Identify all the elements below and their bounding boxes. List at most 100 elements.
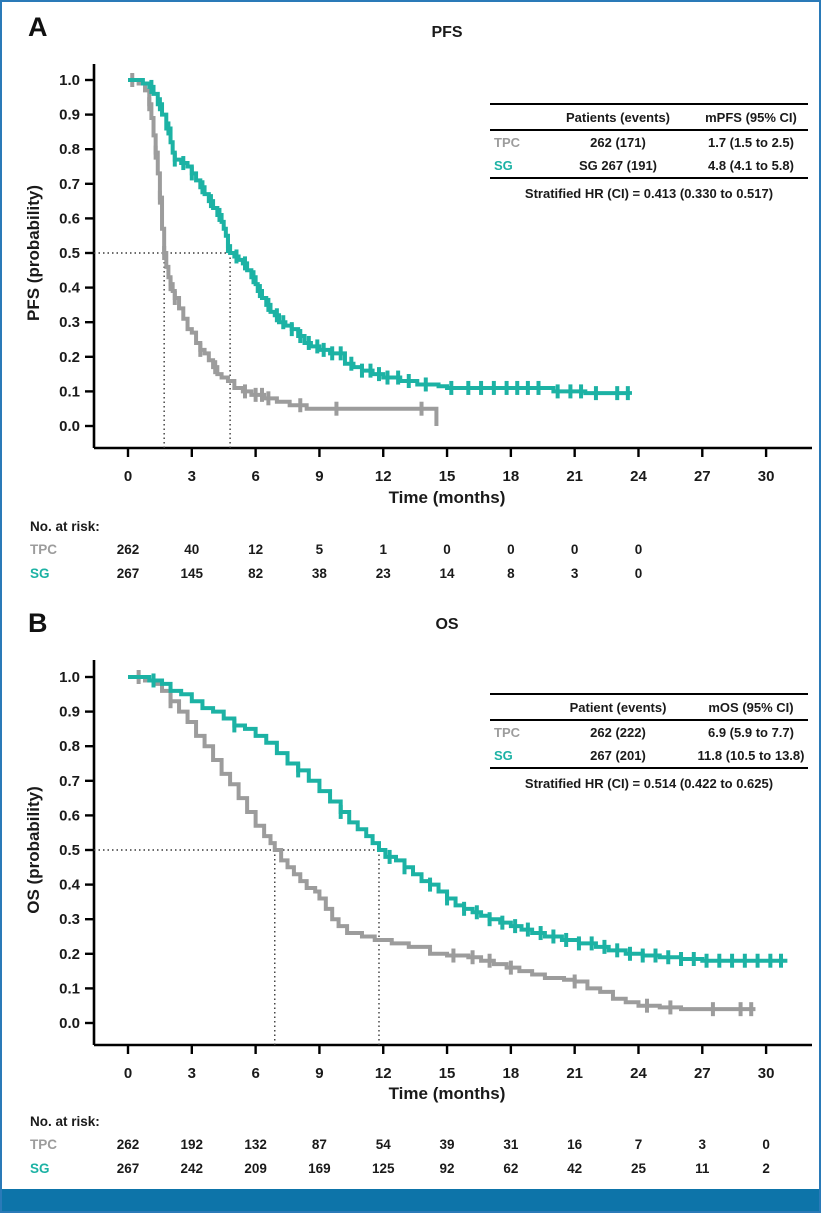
pfs-hr-text: Stratified HR (CI) = 0.413 (0.330 to 0.5…	[524, 186, 774, 201]
risk-count: 0	[443, 542, 451, 557]
bottom-accent-bar	[2, 1189, 819, 1211]
stats-header-median: mOS (95% CI)	[708, 699, 794, 715]
risk-count: 12	[248, 542, 264, 557]
risk-count: 82	[248, 566, 264, 581]
risk-count: 40	[184, 542, 200, 557]
risk-count: 14	[439, 566, 455, 581]
risk-count: 11	[695, 1161, 710, 1176]
x-tick-label: 21	[566, 468, 583, 485]
tpc-censor-marks	[130, 73, 424, 416]
os-x-ticks: 0 3 6 9 12 15 18 21 24 27 30	[124, 1045, 775, 1082]
pfs-axes	[92, 64, 812, 450]
stats-patients-events: 267 (201)	[590, 748, 646, 763]
risk-count: 54	[375, 1137, 391, 1152]
y-tick-label: 0.6	[59, 807, 80, 824]
x-tick-label: 15	[439, 1065, 456, 1082]
os-risk-table: No. at risk: TPC 262 192 132 87 54 39 31 16 7 3 0 SG…	[2, 1114, 819, 1185]
tpc-censor-marks	[136, 670, 754, 1017]
stats-row-label: TPC	[494, 135, 520, 150]
x-tick-label: 27	[694, 468, 711, 485]
risk-count: 0	[634, 542, 643, 557]
risk-count: 16	[567, 1137, 583, 1152]
stats-row-tpc: TPC 262 (171) 1.7 (1.5 to 2.5)	[490, 131, 808, 154]
panel-pfs: 1.0 0.9 0.8 0.7 0.6 0.5 0.4 0.3 0.2 0.1 0.0 0 3 6 9 12 1…	[2, 2, 819, 602]
os-axes	[92, 660, 812, 1047]
y-tick-label: 0.9	[59, 107, 80, 124]
y-tick-label: 0.4	[59, 280, 81, 297]
panel-label-a: A	[28, 12, 48, 42]
pfs-risk-table: No. at risk: TPC 262 40 12 5 1 0 0 0 0 SG 267 145 82 3…	[2, 519, 819, 590]
x-tick-label: 18	[503, 1065, 520, 1082]
risk-count: 38	[311, 566, 327, 581]
risk-row-label: TPC	[30, 542, 57, 557]
os-median-lines	[94, 849, 380, 1045]
risk-count: 267	[116, 566, 140, 581]
x-tick-label: 21	[566, 1065, 583, 1082]
x-tick-label: 30	[758, 468, 775, 485]
pfs-chart-title: PFS	[431, 24, 463, 41]
risk-row-sg: SG 267 242 209 169 125 92 62 42 25 11 2	[2, 1161, 819, 1185]
y-tick-label: 0.0	[59, 418, 80, 435]
y-tick-label: 0.1	[59, 980, 80, 997]
stats-patients-events: SG 267 (191)	[578, 158, 658, 173]
x-tick-label: 24	[630, 468, 647, 485]
pfs-km-plot: 1.0 0.9 0.8 0.7 0.6 0.5 0.4 0.3 0.2 0.1 0.0 0 3 6 9 12 1…	[59, 64, 812, 485]
stats-median-ci: 11.8 (10.5 to 13.8)	[697, 748, 805, 763]
stats-median-ci: 1.7 (1.5 to 2.5)	[708, 135, 794, 150]
x-tick-label: 6	[251, 1065, 259, 1082]
y-tick-label: 0.0	[59, 1015, 80, 1032]
stats-header-median: mPFS (95% CI)	[705, 109, 797, 125]
risk-count: 145	[180, 566, 204, 581]
risk-count: 267	[116, 1161, 140, 1176]
risk-row-label: TPC	[30, 1137, 57, 1152]
stats-row-sg: SG 267 (201) 11.8 (10.5 to 13.8)	[490, 744, 808, 767]
risk-count: 209	[244, 1161, 267, 1176]
stats-header-patients: Patients (events)	[565, 109, 671, 125]
y-tick-label: 1.0	[59, 669, 80, 686]
stats-row-sg: SG SG 267 (191) 4.8 (4.1 to 5.8)	[490, 154, 808, 177]
x-tick-label: 6	[251, 468, 259, 485]
pfs-stats-box: Patients (events) mPFS (95% CI) TPC 262 (…	[490, 103, 808, 201]
risk-count: 132	[244, 1137, 267, 1152]
stats-header-row: Patient (events) mOS (95% CI)	[490, 695, 808, 721]
x-tick-label: 15	[439, 468, 456, 485]
os-hr-text: Stratified HR (CI) = 0.514 (0.422 to 0.6…	[524, 776, 774, 791]
risk-row-label: SG	[30, 1161, 50, 1176]
stats-row-tpc: TPC 262 (222) 6.9 (5.9 to 7.7)	[490, 721, 808, 744]
risk-count: 3	[570, 566, 579, 581]
stats-row-label: SG	[494, 748, 513, 763]
x-tick-label: 3	[188, 468, 196, 485]
y-tick-label: 0.2	[59, 349, 80, 366]
x-tick-label: 9	[315, 1065, 323, 1082]
panel-label-b: B	[28, 608, 48, 638]
y-tick-label: 0.3	[59, 314, 80, 331]
tpc-km-curve	[128, 675, 756, 1012]
x-tick-label: 12	[375, 468, 392, 485]
risk-count: 3	[698, 1137, 707, 1152]
risk-count: 262	[116, 542, 140, 557]
sg-censor-marks	[151, 673, 783, 968]
pfs-median-lines	[94, 252, 231, 448]
risk-count: 5	[315, 542, 324, 557]
x-tick-label: 0	[124, 468, 132, 485]
stats-median-ci: 4.8 (4.1 to 5.8)	[708, 158, 794, 173]
risk-count: 1	[379, 542, 387, 557]
x-tick-label: 12	[375, 1065, 392, 1082]
pfs-stats-table: Patients (events) mPFS (95% CI) TPC 262 (…	[490, 103, 808, 179]
risk-count: 39	[439, 1137, 455, 1152]
y-tick-label: 0.7	[59, 176, 80, 193]
tpc-km-curve	[128, 78, 439, 426]
pfs-y-axis-label: PFS (probability)	[24, 185, 43, 321]
stats-row-label: TPC	[494, 725, 520, 740]
risk-row-sg: SG 267 145 82 38 23 14 8 3 0	[2, 566, 819, 590]
x-tick-label: 18	[503, 468, 520, 485]
risk-table-label: No. at risk:	[30, 1114, 100, 1129]
risk-count: 23	[375, 566, 391, 581]
x-tick-label: 30	[758, 1065, 775, 1082]
y-tick-label: 0.6	[59, 210, 80, 227]
stats-median-ci: 6.9 (5.9 to 7.7)	[708, 725, 794, 740]
pfs-y-ticks: 1.0 0.9 0.8 0.7 0.6 0.5 0.4 0.3 0.2 0.1 0.0	[59, 72, 94, 435]
sg-censor-marks	[149, 79, 630, 401]
x-tick-label: 0	[124, 1065, 132, 1082]
